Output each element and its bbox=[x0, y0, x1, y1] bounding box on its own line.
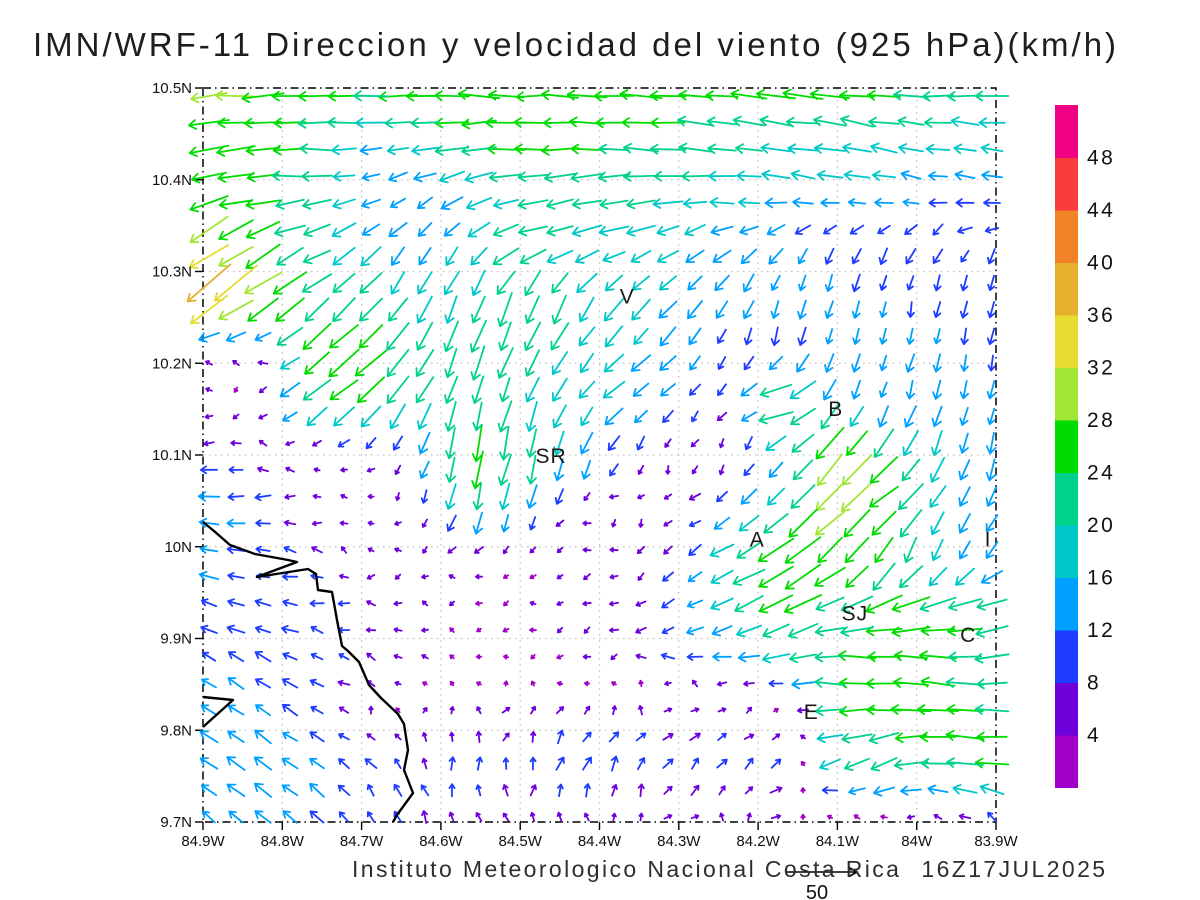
colorbar-segment bbox=[1055, 630, 1078, 683]
station-label: I bbox=[985, 528, 992, 551]
footer-caption: Instituto Meteorologico Nacional Costa R… bbox=[352, 856, 1107, 883]
colorbar-segment bbox=[1055, 682, 1078, 736]
x-tick-label: 84.6W bbox=[419, 833, 463, 850]
y-tick-label: 10N bbox=[164, 539, 192, 556]
colorbar-tick-label: 28 bbox=[1087, 409, 1115, 432]
y-tick-label: 10.5N bbox=[152, 80, 192, 97]
colorbar-segment bbox=[1055, 420, 1078, 473]
x-tick-label: 84.4W bbox=[578, 833, 622, 850]
latitude-axis-labels: 10.5N 10.4N 10.3N 10.2N 10.1N 10N 9.9N 9.8N 9.7N bbox=[152, 80, 192, 831]
wind-vector-group bbox=[233, 386, 888, 821]
station-label: V bbox=[620, 285, 635, 308]
map-frame bbox=[195, 87, 997, 830]
colorbar-tick-label: 16 bbox=[1087, 567, 1115, 590]
y-tick-label: 10.3N bbox=[152, 264, 192, 281]
x-tick-label: 84.9W bbox=[181, 833, 225, 850]
colorbar-tick-label: 20 bbox=[1087, 514, 1115, 537]
coastline-spit bbox=[202, 695, 235, 728]
x-tick-label: 84.5W bbox=[499, 833, 543, 850]
footer-credit: Instituto Meteorologico Nacional Costa R… bbox=[352, 856, 902, 882]
colorbar-segment bbox=[1055, 157, 1078, 211]
colorbar-tick-label: 44 bbox=[1087, 199, 1115, 222]
x-tick-label: 84.1W bbox=[816, 833, 860, 850]
colorbar-tick-label: 4 bbox=[1087, 724, 1101, 747]
station-label: E bbox=[804, 701, 819, 724]
longitude-axis-labels: 84.9W 84.8W 84.7W 84.6W 84.5W 84.4W 84.3W 84.2W… bbox=[181, 833, 1018, 850]
wind-vector-group bbox=[271, 89, 1010, 772]
station-label: C bbox=[960, 624, 976, 647]
x-tick-label: 84.8W bbox=[261, 833, 305, 850]
station-labels: V B SR A SJ C E I bbox=[536, 285, 992, 724]
colorbar-segment bbox=[1055, 262, 1078, 316]
reference-vector: 50 bbox=[787, 866, 859, 900]
lat-lon-gridlines bbox=[203, 88, 996, 822]
reference-arrow bbox=[787, 866, 859, 878]
x-tick-label: 84W bbox=[901, 833, 933, 850]
colorbar-tick-label: 12 bbox=[1087, 619, 1115, 642]
wind-vector-group bbox=[280, 116, 1006, 795]
colorbar-tick-label: 36 bbox=[1087, 304, 1115, 327]
y-tick-label: 9.8N bbox=[160, 722, 192, 739]
colorbar-segment bbox=[1055, 525, 1078, 578]
footer-datetime: 16Z17JUL2025 bbox=[921, 856, 1108, 882]
station-label: SR bbox=[536, 445, 567, 468]
y-tick-label: 9.7N bbox=[160, 814, 192, 831]
colorbar-tick-label: 48 bbox=[1087, 147, 1115, 170]
x-tick-label: 83.9W bbox=[974, 833, 1018, 850]
colorbar-segment bbox=[1055, 472, 1078, 526]
wind-vector-group bbox=[189, 244, 259, 325]
colorbar-tick-label: 40 bbox=[1087, 252, 1115, 275]
wind-vector-group bbox=[186, 263, 232, 303]
y-tick-label: 10.2N bbox=[152, 355, 192, 372]
chart-title: IMN/WRF-11 Direccion y velocidad del vie… bbox=[33, 26, 1120, 63]
colorbar-tick-label: 8 bbox=[1087, 672, 1101, 695]
colorbar-segment bbox=[1055, 577, 1078, 631]
wind-vectors bbox=[186, 88, 1010, 824]
wind-vector-group bbox=[188, 88, 1010, 769]
reference-value-label: 50 bbox=[806, 882, 828, 900]
x-tick-label: 84.7W bbox=[340, 833, 384, 850]
y-tick-label: 10.4N bbox=[152, 172, 192, 189]
station-label: SJ bbox=[842, 603, 869, 626]
colorbar-tick-label: 32 bbox=[1087, 357, 1115, 380]
x-tick-label: 84.3W bbox=[657, 833, 701, 850]
map-border bbox=[202, 87, 997, 823]
station-label: A bbox=[750, 528, 765, 551]
colorbar-segment bbox=[1055, 105, 1078, 158]
wind-vector-group bbox=[203, 360, 972, 824]
y-tick-label: 10.1N bbox=[152, 447, 192, 464]
station-label: B bbox=[828, 398, 843, 421]
x-tick-label: 84.2W bbox=[736, 833, 780, 850]
y-tick-label: 9.9N bbox=[160, 631, 192, 648]
coastline bbox=[202, 521, 415, 823]
colorbar-tick-label: 24 bbox=[1087, 462, 1115, 485]
wind-vector-group bbox=[200, 198, 1001, 824]
wind-vector-group bbox=[197, 144, 1004, 824]
coastline-main bbox=[202, 521, 415, 823]
colorbar-segment bbox=[1055, 367, 1078, 421]
colorbar-segment bbox=[1055, 315, 1078, 368]
colorbar-segment bbox=[1055, 210, 1078, 263]
colorbar-segment bbox=[1055, 735, 1078, 788]
